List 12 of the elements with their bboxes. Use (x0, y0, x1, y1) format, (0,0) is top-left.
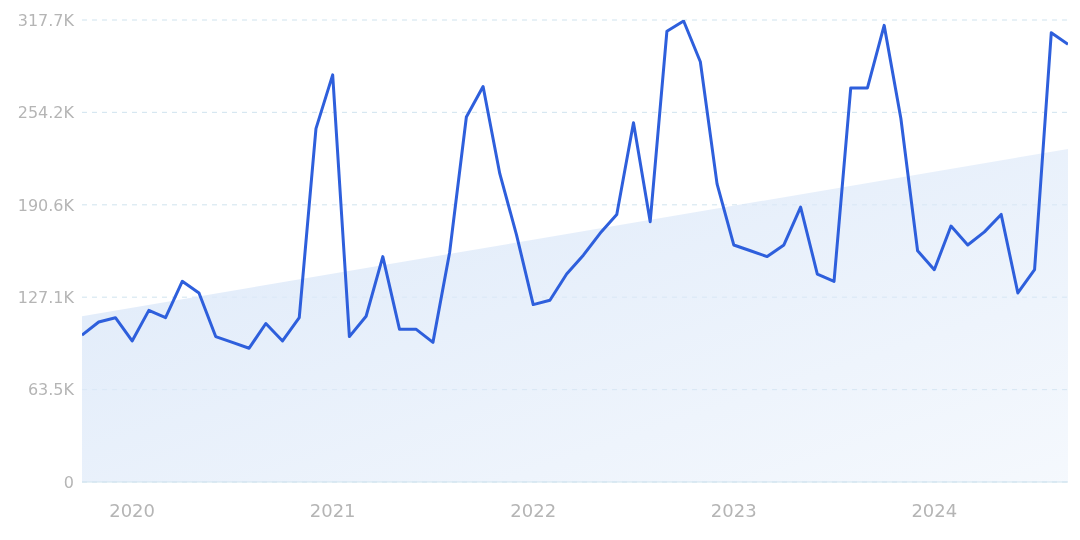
x-tick-label: 2021 (309, 499, 356, 521)
y-tick-label: 317.7K (17, 10, 75, 30)
y-tick-label: 190.6K (17, 195, 75, 215)
x-tick-label: 2024 (911, 499, 958, 521)
y-tick-label: 63.5K (27, 380, 75, 400)
y-tick-label: 127.1K (17, 287, 75, 307)
y-tick-label: 0 (63, 472, 74, 492)
x-tick-label: 2023 (710, 499, 757, 521)
x-tick-label: 2020 (109, 499, 156, 521)
line-series (82, 20, 1068, 350)
x-tick-label: 2022 (510, 499, 557, 521)
y-tick-label: 254.2K (17, 103, 75, 123)
